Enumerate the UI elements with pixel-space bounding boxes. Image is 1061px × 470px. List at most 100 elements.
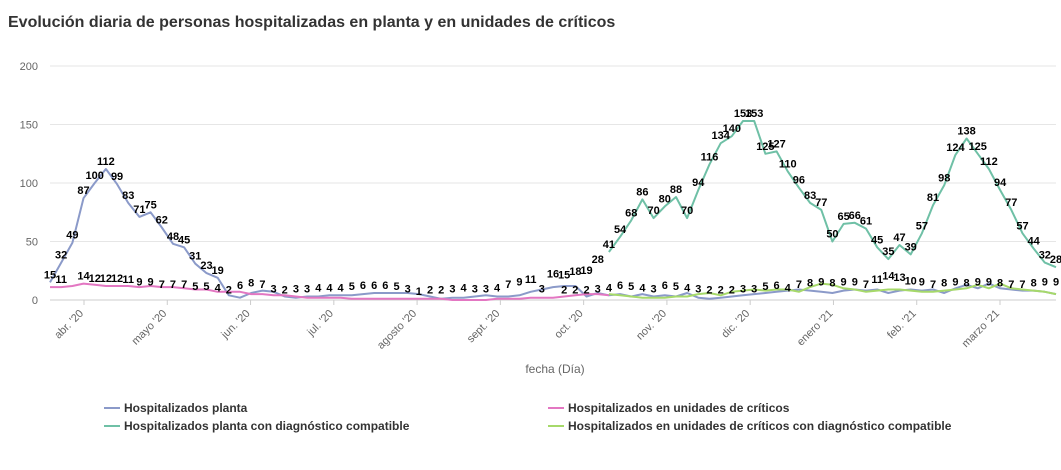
x-tick-label: jun. '20 bbox=[219, 308, 253, 342]
data-label: 39 bbox=[905, 241, 917, 253]
data-label: 12 bbox=[89, 273, 101, 285]
legend-swatch bbox=[548, 406, 564, 409]
data-label: 153 bbox=[745, 108, 763, 120]
x-tick-label: sept. '20 bbox=[465, 308, 503, 346]
x-tick-label: oct. '20 bbox=[552, 308, 585, 341]
data-label: 2 bbox=[438, 285, 444, 297]
data-label: 3 bbox=[293, 283, 299, 295]
data-label: 32 bbox=[1039, 250, 1051, 262]
x-tick-label: nov. '20 bbox=[634, 308, 669, 343]
data-label: 140 bbox=[723, 123, 741, 135]
data-label: 127 bbox=[767, 138, 785, 150]
legend-item-hospitalizados-criticos[interactable]: Hospitalizados en unidades de críticos bbox=[548, 401, 789, 415]
legend-item-planta-compatible[interactable]: Hospitalizados planta con diagnóstico co… bbox=[104, 419, 409, 433]
data-label: 75 bbox=[144, 199, 156, 211]
x-axis-label: fecha (Día) bbox=[525, 362, 584, 376]
data-label: 7 bbox=[1008, 279, 1014, 291]
data-label: 6 bbox=[360, 280, 366, 292]
data-label: 4 bbox=[215, 282, 222, 294]
legend-swatch bbox=[548, 424, 564, 427]
data-label: 4 bbox=[684, 282, 691, 294]
data-label: 7 bbox=[505, 279, 511, 291]
data-label: 71 bbox=[133, 204, 145, 216]
data-label: 18 bbox=[569, 266, 581, 278]
data-label: 8 bbox=[964, 278, 970, 290]
data-label: 8 bbox=[941, 278, 947, 290]
data-label: 5 bbox=[673, 281, 679, 293]
data-label: 2 bbox=[718, 285, 724, 297]
data-label: 16 bbox=[547, 268, 559, 280]
data-label: 125 bbox=[969, 141, 987, 153]
data-label: 9 bbox=[136, 276, 142, 288]
data-label: 13 bbox=[893, 272, 905, 284]
data-label: 83 bbox=[804, 190, 816, 202]
data-label: 50 bbox=[826, 229, 838, 241]
x-tick-label: abr. '20 bbox=[52, 308, 86, 342]
legend-swatch bbox=[104, 406, 120, 409]
series-line-1 bbox=[50, 282, 610, 301]
data-label: 23 bbox=[200, 260, 212, 272]
data-label: 81 bbox=[927, 192, 939, 204]
data-label: 4 bbox=[785, 282, 792, 294]
data-label: 9 bbox=[919, 276, 925, 288]
data-label: 62 bbox=[156, 214, 168, 226]
legend-item-criticos-compatible[interactable]: Hospitalizados en unidades de críticos c… bbox=[548, 419, 951, 433]
data-label: 116 bbox=[701, 151, 719, 163]
data-label: 19 bbox=[580, 265, 592, 277]
data-label: 7 bbox=[863, 279, 869, 291]
data-label: 87 bbox=[77, 185, 89, 197]
data-label: 3 bbox=[483, 283, 489, 295]
data-label: 86 bbox=[636, 186, 648, 198]
data-label: 7 bbox=[181, 279, 187, 291]
data-label: 45 bbox=[871, 234, 883, 246]
data-label: 3 bbox=[405, 283, 411, 295]
data-label: 4 bbox=[461, 282, 468, 294]
data-label: 88 bbox=[670, 184, 682, 196]
data-label: 2 bbox=[427, 285, 433, 297]
data-label: 9 bbox=[852, 276, 858, 288]
data-label: 11 bbox=[871, 274, 883, 286]
data-label: 3 bbox=[270, 283, 276, 295]
data-label: 9 bbox=[1042, 276, 1048, 288]
x-tick-label: marzo '21 bbox=[960, 308, 1002, 350]
data-label: 8 bbox=[997, 278, 1003, 290]
data-label: 3 bbox=[595, 283, 601, 295]
data-label: 2 bbox=[729, 285, 735, 297]
data-label: 3 bbox=[651, 283, 657, 295]
data-label: 70 bbox=[681, 205, 693, 217]
data-label: 2 bbox=[226, 285, 232, 297]
data-label: 9 bbox=[986, 276, 992, 288]
data-label: 125 bbox=[756, 141, 774, 153]
data-label: 54 bbox=[614, 224, 627, 236]
data-label: 1 bbox=[416, 286, 422, 298]
data-label: 3 bbox=[695, 283, 701, 295]
data-label: 12 bbox=[111, 273, 123, 285]
data-label: 68 bbox=[625, 207, 637, 219]
data-label: 112 bbox=[97, 156, 115, 168]
data-label: 134 bbox=[711, 130, 730, 142]
data-label: 7 bbox=[1019, 279, 1025, 291]
data-label: 2 bbox=[706, 285, 712, 297]
data-label: 3 bbox=[539, 283, 545, 295]
data-label: 6 bbox=[773, 280, 779, 292]
data-label: 5 bbox=[393, 281, 399, 293]
data-label: 32 bbox=[55, 250, 67, 262]
data-label: 3 bbox=[740, 283, 746, 295]
data-label: 83 bbox=[122, 190, 134, 202]
data-label: 2 bbox=[572, 285, 578, 297]
chart-title: Evolución diaria de personas hospitaliza… bbox=[8, 14, 616, 31]
data-label: 14 bbox=[882, 271, 895, 283]
data-label: 5 bbox=[628, 281, 634, 293]
data-label: 99 bbox=[111, 171, 123, 183]
data-label: 98 bbox=[938, 172, 950, 184]
y-tick-label: 50 bbox=[26, 237, 38, 249]
data-label: 4 bbox=[606, 282, 613, 294]
legend-item-hospitalizados-planta[interactable]: Hospitalizados planta bbox=[104, 401, 247, 415]
data-label: 11 bbox=[55, 274, 67, 286]
data-label: 9 bbox=[975, 276, 981, 288]
data-label: 4 bbox=[315, 282, 322, 294]
data-label: 15 bbox=[558, 269, 570, 281]
data-label: 2 bbox=[583, 285, 589, 297]
